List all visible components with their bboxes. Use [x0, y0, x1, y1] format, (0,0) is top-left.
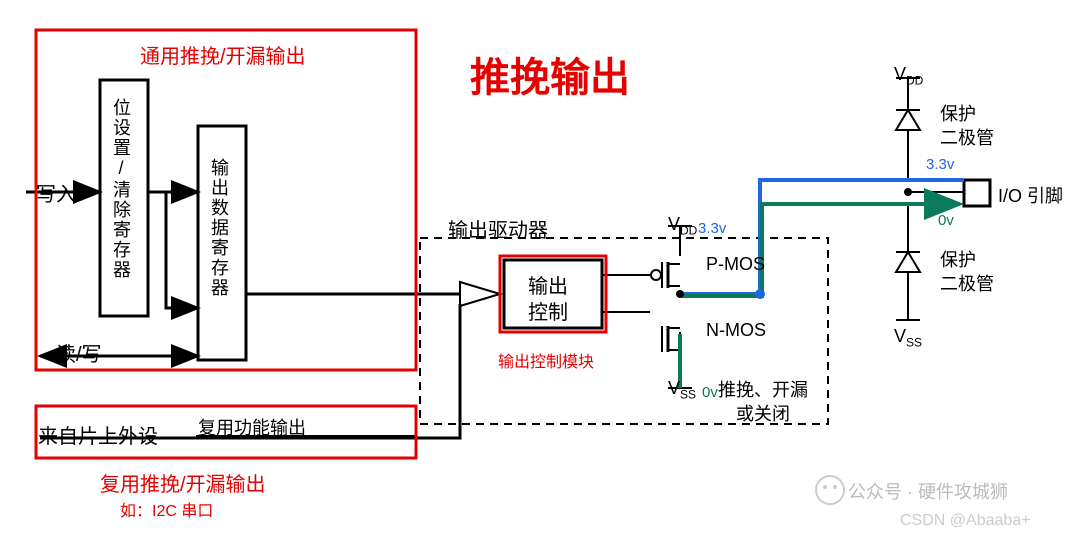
- nmos-label: N-MOS: [706, 320, 766, 341]
- red-box-label: 通用推挽/开漏输出: [140, 40, 306, 69]
- teal-0v-path: [680, 204, 960, 296]
- pmos-bubble: [651, 270, 661, 280]
- buffer-triangle: [460, 282, 500, 306]
- diode: [896, 252, 920, 272]
- pmos-label: P-MOS: [706, 254, 765, 275]
- main-title: 推挽输出: [470, 45, 630, 103]
- iopad: [964, 180, 990, 206]
- register-label: 输出数据寄存器: [206, 158, 232, 298]
- watermark: CSDN @Abaaba+: [900, 512, 1031, 530]
- wechat-icon: [816, 476, 844, 504]
- diode: [896, 110, 920, 130]
- register-label: 位设置/清除寄存器: [108, 98, 134, 280]
- watermark: 公众号 · 硬件攻城狮: [848, 478, 1008, 504]
- blue-3v3-path: [680, 180, 964, 294]
